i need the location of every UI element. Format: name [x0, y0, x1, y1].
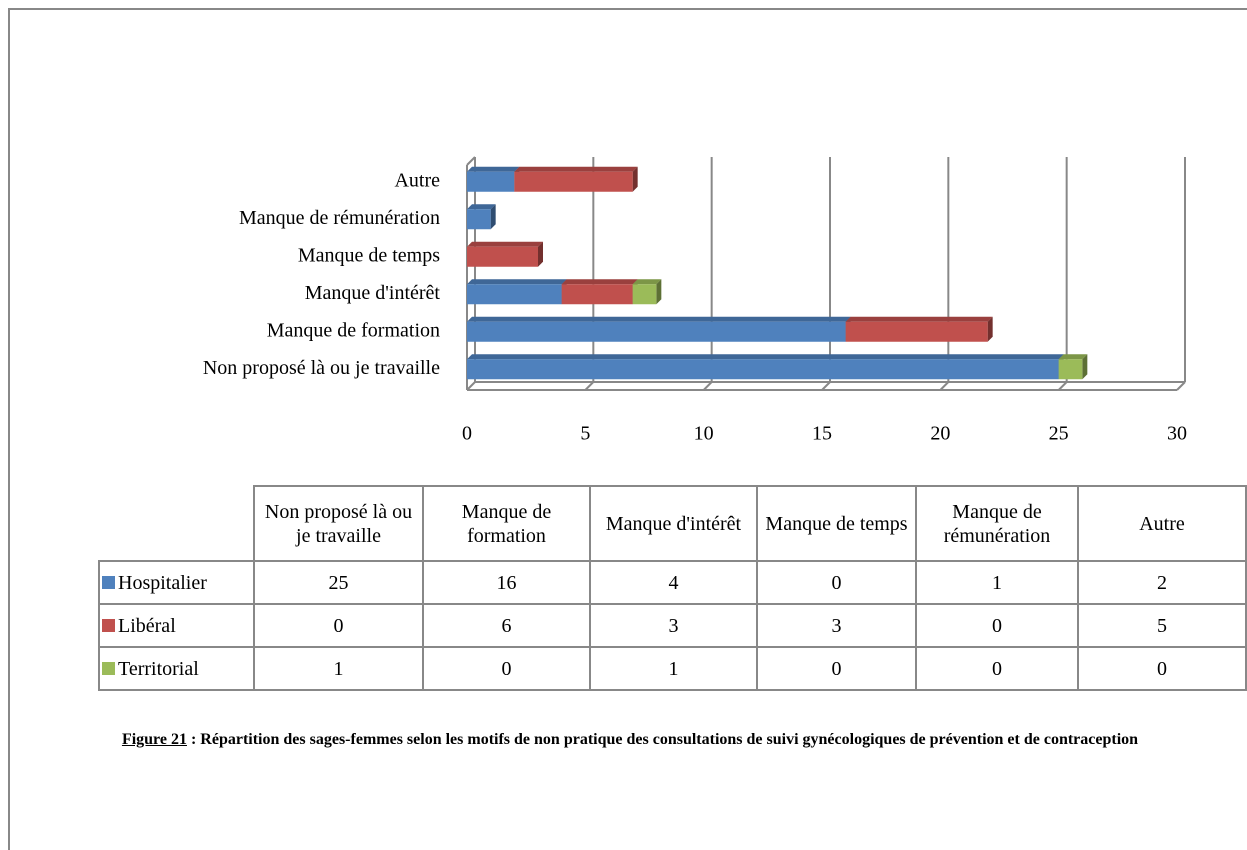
bar: [467, 171, 515, 192]
bar: [845, 321, 988, 342]
grid-line: [821, 381, 831, 391]
grid-line: [466, 381, 476, 391]
bar-side: [987, 316, 993, 342]
bar-top: [467, 279, 567, 285]
table-cell: 0: [915, 603, 1079, 648]
bar-top: [467, 241, 543, 247]
bar-top: [467, 316, 851, 322]
y-tick-label: Non proposé là ou je travaille: [203, 357, 440, 379]
bar-top: [514, 166, 638, 172]
bar-side: [656, 279, 662, 305]
table-row: Hospitalier 25 16 4 0 1 2: [98, 560, 1247, 605]
table-cell: 0: [756, 646, 917, 691]
table-cell: 4: [589, 560, 758, 605]
y-tick-label: Manque d'intérêt: [305, 282, 441, 304]
x-tick-label: 10: [694, 423, 714, 445]
bar: [514, 171, 633, 192]
grid-line: [702, 381, 713, 391]
x-tick-label: 20: [930, 423, 950, 445]
bar-top: [467, 354, 1064, 360]
bar: [1058, 359, 1083, 380]
bar: [467, 359, 1059, 380]
grid-line: [939, 381, 950, 391]
legend-entry: Hospitalier: [98, 560, 255, 605]
grid-line: [584, 381, 595, 391]
bar: [632, 284, 657, 305]
bar-top: [467, 204, 496, 210]
table-cell: 1: [253, 646, 424, 691]
y-tick-label: Manque de formation: [267, 319, 440, 341]
table-cell: 3: [589, 603, 758, 648]
bar-top: [561, 279, 638, 285]
table-corner: [99, 486, 255, 562]
table-cell: 1: [915, 560, 1079, 605]
bar-side: [490, 204, 496, 230]
bar: [467, 209, 491, 230]
bar-side: [538, 241, 543, 267]
y-tick-label: Manque de rémunération: [239, 207, 440, 229]
table-cell: 0: [1077, 646, 1247, 691]
bar: [467, 246, 538, 267]
table-cell: 5: [1077, 603, 1247, 648]
chart: 0 5 10 15 20 25 30 Non proposé là ou je travail…: [203, 156, 1187, 445]
legend-entry: Libéral: [98, 603, 255, 648]
bar: [467, 321, 846, 342]
legend-swatch: [102, 575, 115, 589]
legend-label: Territorial: [118, 657, 199, 680]
table-header: Manque de formation: [422, 485, 591, 562]
x-tick-label: 30: [1167, 423, 1187, 445]
table-cell: 16: [422, 560, 591, 605]
table-row: Libéral 0 6 3 3 0 5: [98, 603, 1247, 648]
bar: [561, 284, 633, 305]
bar: [467, 284, 562, 305]
table-cell: 0: [422, 646, 591, 691]
table-cell: 2: [1077, 560, 1247, 605]
x-tick-label: 15: [812, 423, 832, 445]
table-cell: 0: [756, 560, 917, 605]
legend-label: Libéral: [118, 614, 176, 637]
table-cell: 0: [915, 646, 1079, 691]
y-tick-label: Autre: [394, 169, 440, 191]
grid-line: [1176, 381, 1186, 391]
bar-top: [632, 279, 662, 285]
table-cell: 0: [253, 603, 424, 648]
legend-entry: Territorial: [98, 646, 255, 691]
table-header: Manque de temps: [756, 485, 917, 562]
bar-top: [1058, 354, 1088, 360]
table-cell: 6: [422, 603, 591, 648]
bar-side: [632, 166, 638, 192]
table-cell: 25: [253, 560, 424, 605]
table-cell: 1: [589, 646, 758, 691]
caption-label: Figure 21: [121, 731, 187, 748]
axis-wall: [466, 156, 476, 166]
caption-text: : Répartition des sages-femmes selon les…: [190, 731, 1139, 748]
table-header: Autre: [1077, 485, 1247, 562]
x-tick-label: 0: [462, 423, 472, 445]
caption: Figure 21 : Répartition des sages-femmes…: [120, 730, 1140, 750]
table-header: Non proposé là ou je travaille: [253, 485, 424, 562]
frame: [8, 8, 1247, 850]
legend-swatch: [102, 661, 115, 675]
data-table: Non proposé là ou je travaille Manque de …: [98, 485, 1247, 691]
table-header: Manque d'intérêt: [589, 485, 758, 562]
table-cell: 3: [756, 603, 917, 648]
table-header: Manque de rémunération: [915, 485, 1079, 562]
table-row: Territorial 1 0 1 0 0 0: [98, 646, 1247, 691]
y-tick-label: Manque de temps: [298, 244, 440, 266]
table-header-row: Non proposé là ou je travaille Manque de …: [99, 485, 1247, 562]
x-tick-label: 25: [1049, 423, 1069, 445]
grid-line: [1057, 381, 1068, 391]
legend-swatch: [102, 618, 115, 632]
bar-top: [467, 166, 520, 172]
x-tick-label: 5: [580, 423, 590, 445]
bar-top: [845, 316, 993, 322]
bar-side: [1082, 354, 1088, 380]
legend-label: Hospitalier: [118, 571, 207, 594]
